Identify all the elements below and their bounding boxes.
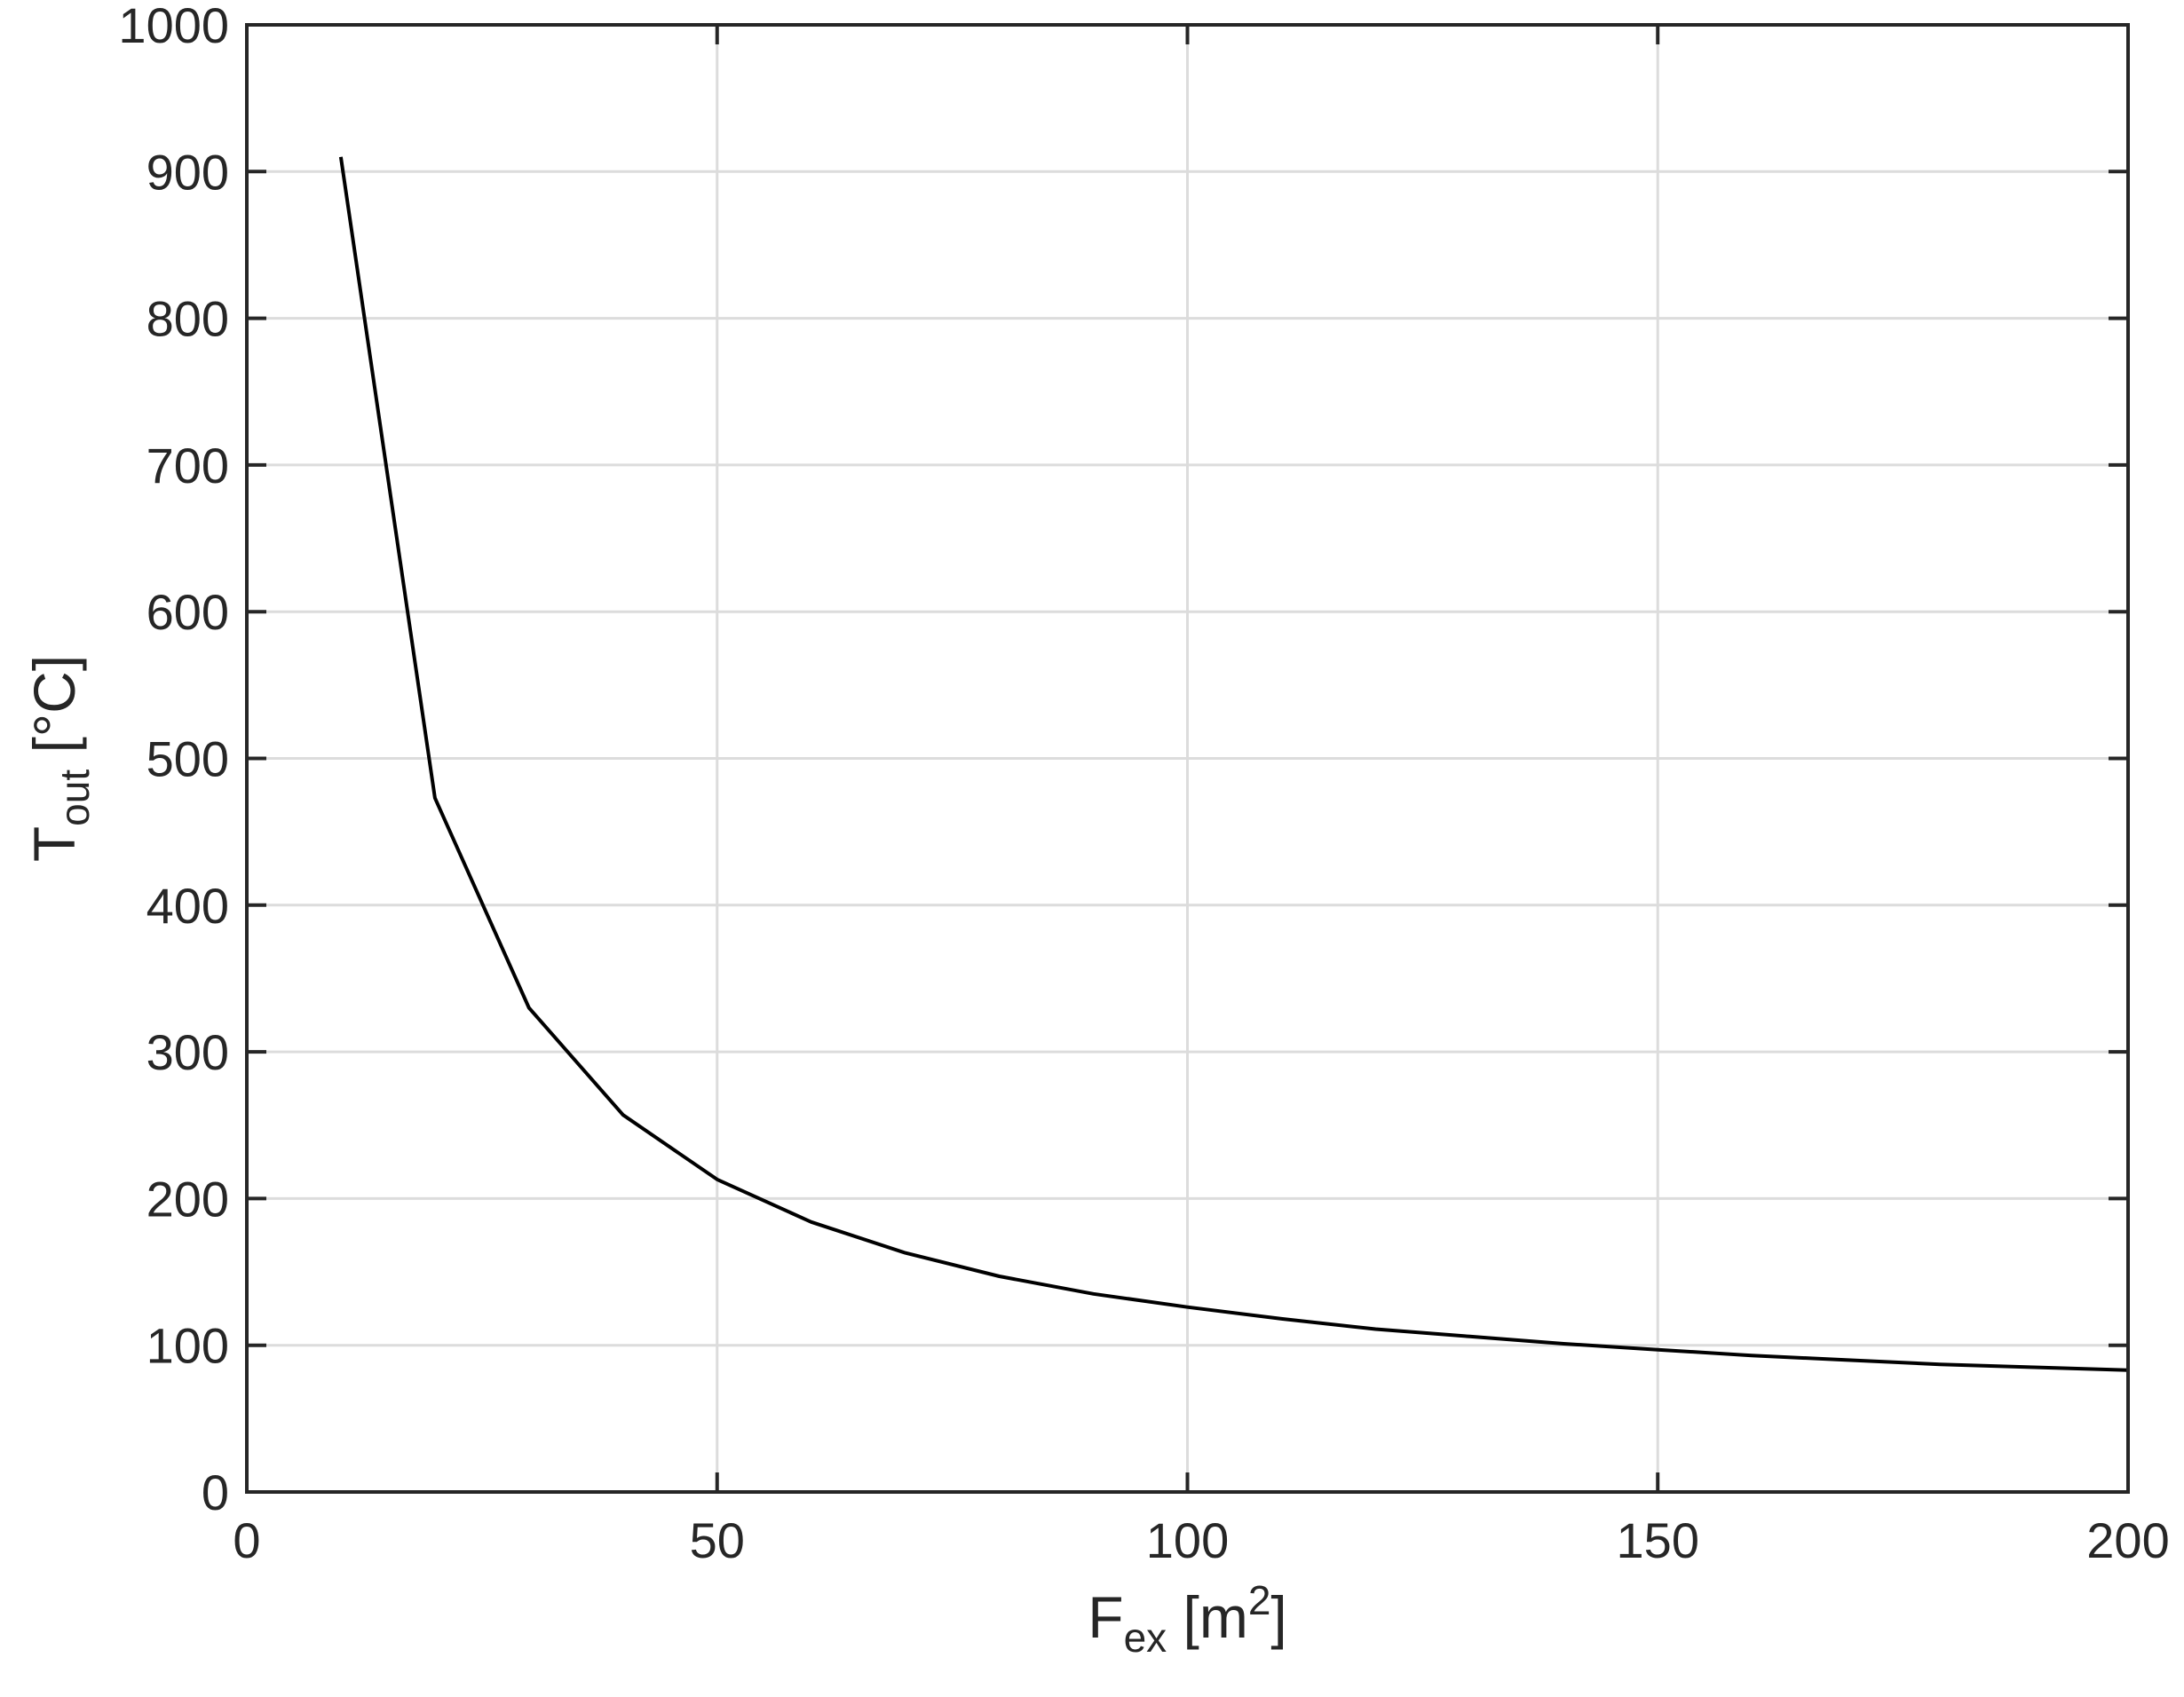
y-axis-label-main: T xyxy=(21,826,87,862)
y-tick-label: 500 xyxy=(146,731,229,787)
x-tick-label: 50 xyxy=(690,1512,745,1568)
y-tick-label: 900 xyxy=(146,144,229,200)
y-tick-labels: 0 100 200 300 400 500 600 700 800 900 1000 xyxy=(118,0,229,1520)
x-axis-label-unit-close: ] xyxy=(1270,1584,1286,1650)
y-tick-label: 400 xyxy=(146,878,229,934)
x-tick-label: 100 xyxy=(1146,1512,1229,1568)
x-axis-label: Fex [m2] xyxy=(1088,1577,1287,1661)
x-tick-labels: 0 50 100 150 200 xyxy=(233,1512,2169,1568)
y-tick-label: 700 xyxy=(146,438,229,493)
y-axis-label: Tout [°C] xyxy=(21,655,98,862)
series-line-0 xyxy=(338,156,2129,1372)
y-tick-label: 1000 xyxy=(118,0,229,53)
x-axis-label-sup: 2 xyxy=(1248,1577,1271,1623)
y-tick-label: 0 xyxy=(202,1464,229,1520)
tick-marks xyxy=(245,23,2130,1494)
x-tick-label: 200 xyxy=(2086,1512,2169,1568)
x-tick-label: 0 xyxy=(233,1512,260,1568)
series-group xyxy=(338,156,2129,1372)
x-axis-label-main: F xyxy=(1088,1584,1123,1650)
grid-lines xyxy=(247,25,2128,1492)
x-axis-label-sub: ex xyxy=(1124,1614,1167,1661)
y-tick-label: 100 xyxy=(146,1318,229,1374)
y-tick-label: 600 xyxy=(146,584,229,640)
y-axis-label-unit: [°C] xyxy=(21,655,87,770)
y-tick-label: 800 xyxy=(146,291,229,347)
y-tick-label: 200 xyxy=(146,1171,229,1227)
y-axis-label-sub: out xyxy=(51,770,98,826)
x-tick-label: 150 xyxy=(1617,1512,1699,1568)
x-axis-label-unit-open: [m xyxy=(1167,1584,1248,1650)
y-tick-label: 300 xyxy=(146,1024,229,1080)
